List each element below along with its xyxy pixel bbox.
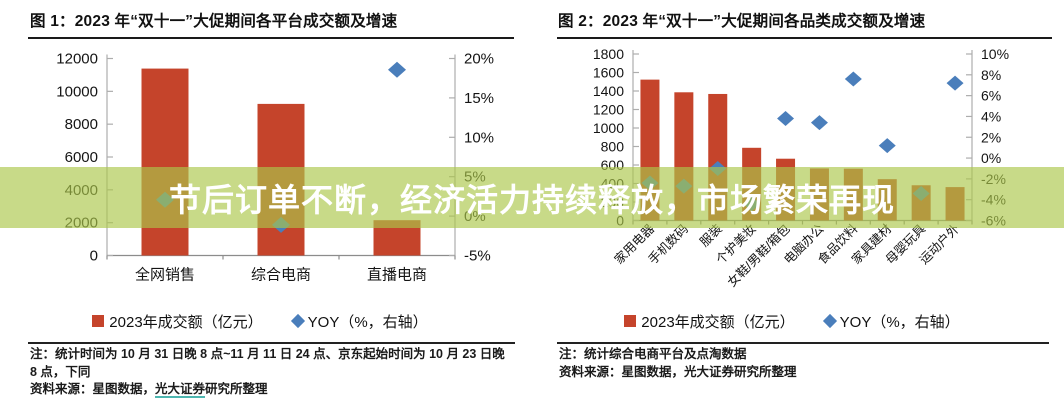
right-axis-tick-label: 15% bbox=[464, 90, 494, 107]
source-prefix: 资料来源：星图数据，光大证券研究所整理 bbox=[559, 364, 797, 379]
right-axis-tick-label: -5% bbox=[464, 248, 491, 265]
figure1-footer-rule bbox=[28, 342, 515, 344]
figure2-source-line: 资料来源：星图数据，光大证券研究所整理 bbox=[559, 364, 1047, 382]
left-axis-tick-label: 1200 bbox=[593, 102, 624, 118]
legend-label-yoy: YOY（%，右轴） bbox=[307, 313, 428, 331]
bar-series-swatch bbox=[92, 315, 105, 327]
legend-item-gmv: 2023年成交额（亿元） bbox=[624, 311, 795, 332]
left-axis-tick-label: 6000 bbox=[65, 149, 98, 166]
figure1-title: 图 1：2023 年“双十一”大促期间各平台成交额及增速 bbox=[30, 13, 398, 30]
right-axis-tick-label: 2% bbox=[981, 129, 1001, 145]
yoy-diamond bbox=[388, 61, 406, 78]
legend-label-gmv: 2023年成交额（亿元） bbox=[641, 313, 795, 331]
source-underlined-brand: 光大证券 bbox=[155, 382, 206, 398]
headline-banner: 节后订单不断，经济活力持续释放，市场繁荣再现 bbox=[0, 167, 1064, 228]
right-axis-tick-label: 6% bbox=[981, 88, 1001, 104]
figure2-footer-rule bbox=[557, 342, 1049, 344]
left-axis-tick-label: 1000 bbox=[593, 120, 624, 136]
left-axis-tick-label: 10000 bbox=[56, 83, 98, 100]
category-label: 全网销售 bbox=[135, 266, 195, 284]
yoy-diamond bbox=[777, 111, 795, 127]
figure1-note-line: 注：统计时间为 10 月 31 日晚 8 点~11 月 11 日 24 点、京东… bbox=[30, 347, 505, 379]
figure2-legend: 2023年成交额（亿元） YOY（%，右轴） bbox=[552, 311, 1032, 331]
figure1-legend: 2023年成交额（亿元） YOY（%，右轴） bbox=[20, 311, 500, 331]
figure1-notes: 注：统计时间为 10 月 31 日晚 8 点~11 月 11 日 24 点、京东… bbox=[30, 346, 514, 399]
legend-label-yoy: YOY（%，右轴） bbox=[839, 313, 960, 331]
yoy-series-swatch bbox=[290, 313, 305, 329]
figure1-title-rule bbox=[28, 37, 514, 39]
yoy-diamond bbox=[844, 71, 862, 87]
right-axis-tick-label: 0% bbox=[981, 150, 1001, 166]
yoy-series-swatch bbox=[822, 313, 837, 329]
yoy-diamond bbox=[878, 138, 896, 154]
yoy-diamond bbox=[946, 75, 964, 91]
left-axis-tick-label: 1600 bbox=[593, 65, 624, 81]
right-axis-tick-label: 20% bbox=[464, 51, 494, 68]
figure2-note-line: 注：统计综合电商平台及点淘数据 bbox=[559, 347, 747, 361]
right-axis-tick-label: 10% bbox=[981, 46, 1009, 62]
left-axis-tick-label: 12000 bbox=[56, 51, 98, 68]
right-axis-tick-label: 4% bbox=[981, 108, 1001, 124]
source-prefix: 资料来源：星图数据， bbox=[30, 382, 156, 396]
category-label: 综合电商 bbox=[251, 267, 311, 284]
source-suffix: 研究所整理 bbox=[205, 382, 268, 396]
bar-series-swatch bbox=[624, 315, 637, 327]
left-axis-tick-label: 1400 bbox=[593, 83, 624, 99]
legend-item-gmv: 2023年成交额（亿元） bbox=[92, 311, 263, 332]
left-axis-tick-label: 1800 bbox=[593, 46, 624, 62]
left-axis-tick-label: 0 bbox=[90, 248, 98, 265]
right-axis-tick-label: 8% bbox=[981, 67, 1001, 83]
headline-text: 节后订单不断，经济活力持续释放，市场繁荣再现 bbox=[168, 181, 895, 218]
legend-item-yoy: YOY（%，右轴） bbox=[822, 311, 960, 332]
figure2-title-rule bbox=[557, 37, 1052, 39]
left-axis-tick-label: 800 bbox=[601, 139, 625, 155]
category-label: 直播电商 bbox=[367, 267, 427, 284]
legend-item-yoy: YOY（%，右轴） bbox=[290, 311, 428, 332]
figure2-notes: 注：统计综合电商平台及点淘数据 资料来源：星图数据，光大证券研究所整理 bbox=[559, 346, 1047, 381]
headline-banner-background bbox=[0, 167, 1064, 228]
figure1-source-line: 资料来源：星图数据，光大证券研究所整理 bbox=[30, 381, 514, 399]
legend-label-gmv: 2023年成交额（亿元） bbox=[109, 313, 263, 331]
right-axis-tick-label: 10% bbox=[464, 129, 494, 146]
yoy-diamond bbox=[810, 115, 828, 131]
left-axis-tick-label: 8000 bbox=[65, 116, 98, 133]
figure2-title: 图 2：2023 年“双十一”大促期间各品类成交额及增速 bbox=[558, 13, 926, 30]
